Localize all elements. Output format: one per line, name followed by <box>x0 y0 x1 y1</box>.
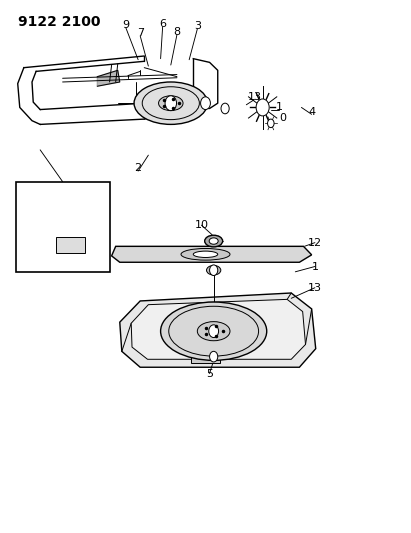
Text: 11: 11 <box>162 246 176 256</box>
Circle shape <box>209 325 219 337</box>
Text: 2: 2 <box>134 164 142 173</box>
Text: 4: 4 <box>308 107 315 117</box>
Ellipse shape <box>209 238 218 244</box>
Text: 12: 12 <box>308 238 322 248</box>
Ellipse shape <box>181 248 230 260</box>
Text: 9: 9 <box>122 20 129 30</box>
Text: 11: 11 <box>21 225 35 236</box>
Text: 3: 3 <box>194 21 201 31</box>
Polygon shape <box>97 70 120 86</box>
Text: 0: 0 <box>279 113 286 123</box>
Text: 1: 1 <box>275 102 282 112</box>
Text: 6: 6 <box>159 19 166 29</box>
Circle shape <box>210 265 218 276</box>
Circle shape <box>201 97 210 110</box>
Ellipse shape <box>206 265 221 275</box>
Text: 7: 7 <box>136 28 144 38</box>
Ellipse shape <box>159 96 183 111</box>
Bar <box>56 237 85 253</box>
Polygon shape <box>120 293 316 367</box>
Text: 13: 13 <box>308 282 322 293</box>
Polygon shape <box>112 246 312 262</box>
Text: 8: 8 <box>173 27 180 37</box>
Text: 10: 10 <box>194 220 208 230</box>
Bar <box>16 182 110 272</box>
Ellipse shape <box>161 302 267 360</box>
Circle shape <box>221 103 229 114</box>
Text: 9122 2100: 9122 2100 <box>18 14 100 29</box>
Circle shape <box>268 119 274 127</box>
Circle shape <box>210 351 218 362</box>
Polygon shape <box>131 300 305 359</box>
Circle shape <box>165 96 176 111</box>
Circle shape <box>256 99 269 116</box>
Text: 5: 5 <box>206 369 213 378</box>
Ellipse shape <box>205 235 223 247</box>
Text: 13: 13 <box>247 92 261 102</box>
Text: 1: 1 <box>312 262 319 271</box>
Ellipse shape <box>197 321 230 341</box>
Bar <box>191 353 220 363</box>
Ellipse shape <box>193 251 218 257</box>
Text: 2: 2 <box>178 340 185 350</box>
Ellipse shape <box>134 82 208 124</box>
